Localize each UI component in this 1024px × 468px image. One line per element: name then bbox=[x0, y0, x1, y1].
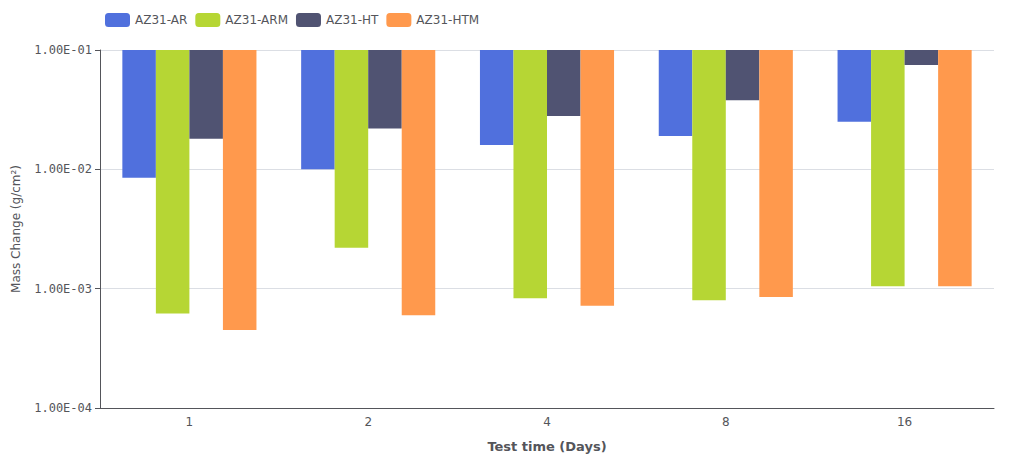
svg-text:AZ31-ARM: AZ31-ARM bbox=[225, 13, 288, 27]
svg-text:Test time (Days): Test time (Days) bbox=[487, 439, 606, 454]
svg-text:1.00E-04: 1.00E-04 bbox=[34, 401, 92, 415]
svg-text:AZ31-AR: AZ31-AR bbox=[135, 13, 187, 27]
svg-text:AZ31-HT: AZ31-HT bbox=[326, 13, 379, 27]
svg-text:1.00E-01: 1.00E-01 bbox=[34, 43, 92, 57]
svg-text:1.00E-02: 1.00E-02 bbox=[34, 162, 92, 176]
svg-text:AZ31-HTM: AZ31-HTM bbox=[416, 13, 479, 27]
svg-text:1: 1 bbox=[186, 415, 194, 429]
svg-text:8: 8 bbox=[722, 415, 730, 429]
svg-text:2: 2 bbox=[364, 415, 372, 429]
svg-text:1.00E-03: 1.00E-03 bbox=[34, 282, 92, 296]
svg-text:16: 16 bbox=[897, 415, 912, 429]
svg-text:Mass Change (g/cm²): Mass Change (g/cm²) bbox=[9, 165, 23, 293]
svg-text:4: 4 bbox=[543, 415, 551, 429]
